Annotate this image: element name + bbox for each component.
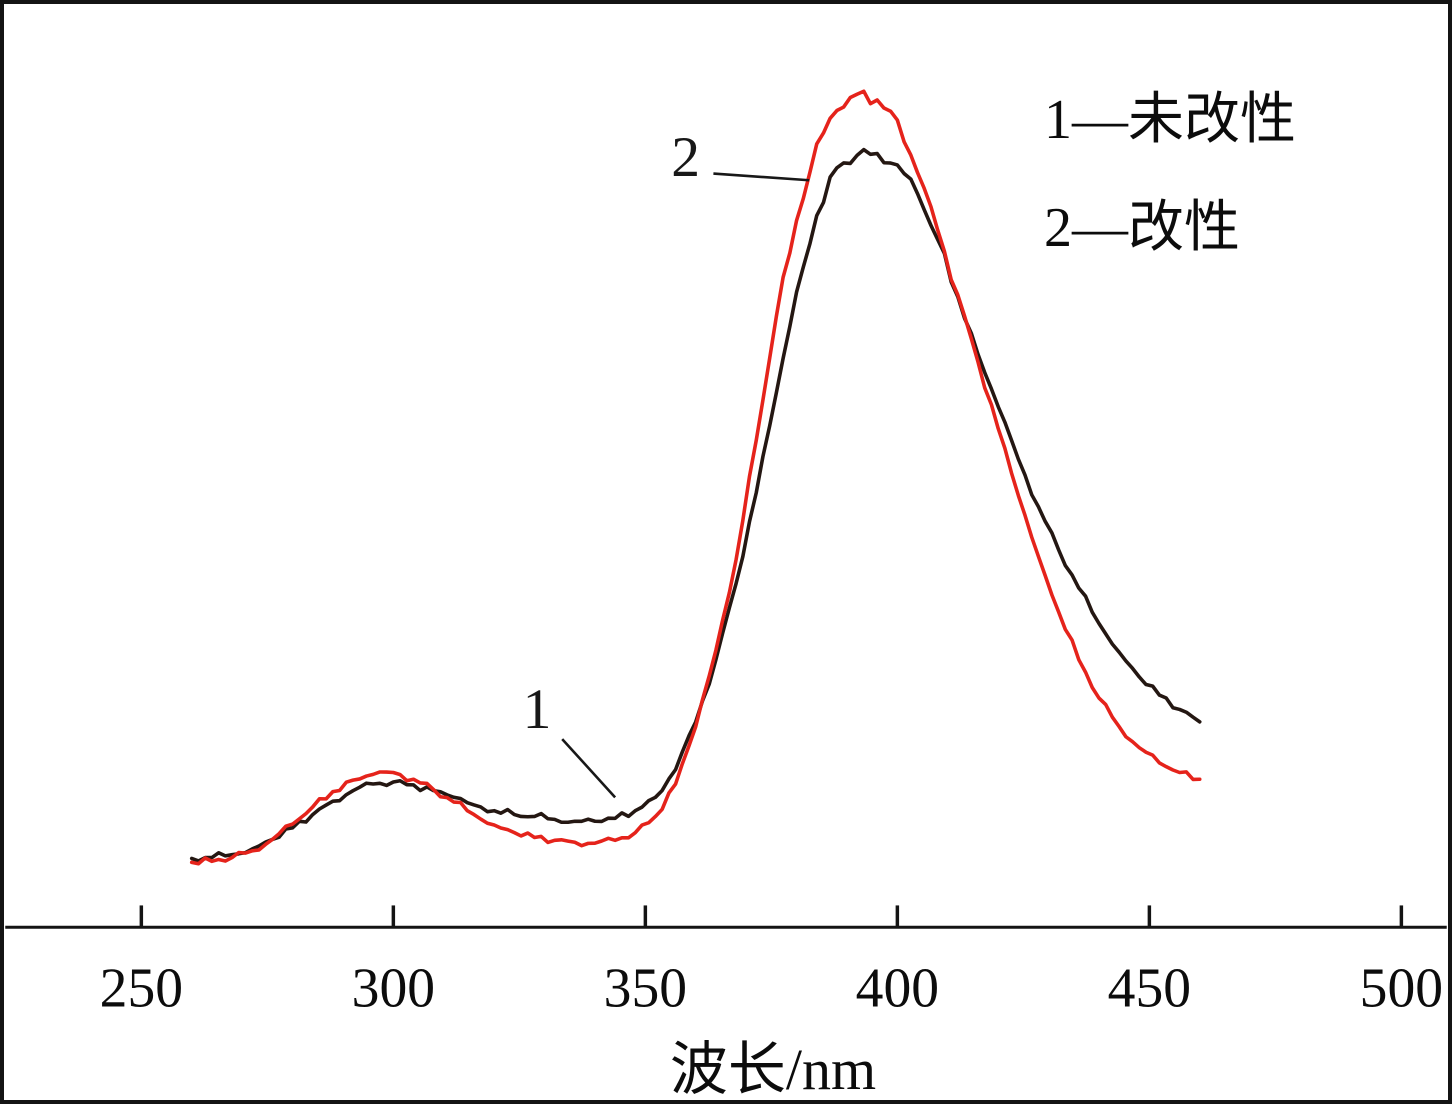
annotation-label-1: 1 [523, 678, 552, 741]
x-tick-label: 300 [352, 958, 435, 1020]
x-tick-label: 250 [100, 958, 183, 1020]
x-tick-label: 400 [856, 958, 939, 1020]
legend-item-modified: 2—改性 [1044, 197, 1240, 259]
annotation-leader-2 [713, 172, 810, 182]
legend: 1—未改性 2—改性 [1044, 92, 1296, 256]
annotation-leader-1 [561, 738, 617, 799]
legend-item-unmodified: 1—未改性 [1044, 89, 1296, 151]
x-tick-label: 500 [1360, 958, 1443, 1020]
annotation-label-2: 2 [671, 126, 700, 189]
x-tick-label: 450 [1108, 958, 1191, 1020]
series-line-2 [189, 89, 1202, 866]
x-tick-label: 350 [604, 958, 687, 1020]
spectrum-chart: 250 300 350 400 450 500 1 2 [5, 89, 1447, 1020]
x-axis-label: 波长/nm [669, 1037, 877, 1102]
